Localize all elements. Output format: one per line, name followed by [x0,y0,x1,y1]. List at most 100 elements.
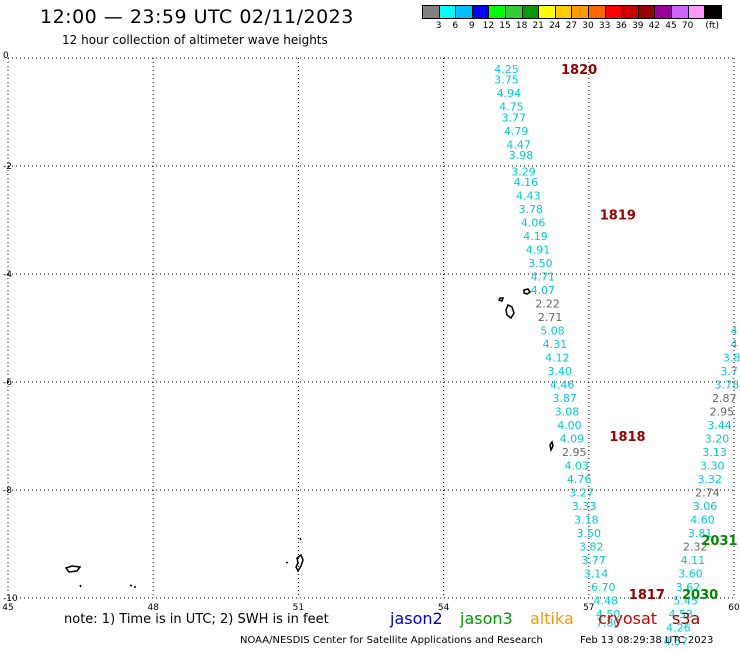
wave-height-label: 4.07 [531,284,556,297]
wave-height-label: 3.62 [676,581,701,594]
wave-height-label: 4.00 [557,419,582,432]
x-tick-label: 45 [2,603,13,613]
x-tick-label: 60 [728,603,740,613]
land-outline [295,537,304,573]
wave-height-label: 3.44 [707,419,732,432]
y-tick-label: -8 [3,486,12,496]
y-tick-label: -2 [3,162,12,172]
wave-height-label: 3.18 [574,514,599,527]
wave-height-label: 2.74 [695,487,720,500]
wave-height-label: 3.77 [581,554,606,567]
wave-height-label: 4.06 [521,217,546,230]
y-tick-label: -4 [3,270,12,280]
satellite-label-altika: altika [530,609,574,628]
wave-height-label: 5.08 [540,325,565,338]
legend-label: 39 [632,21,644,31]
wave-height-label: 4.26 [666,622,691,635]
wave-height-label: 3.82 [579,541,604,554]
wave-height-label: 7.80 [596,616,621,629]
wave-height-label: 3.98 [509,149,534,162]
wave-height-label: 4.71 [531,271,556,284]
legend-swatch [704,5,722,19]
pass-number-label: 1817 [629,588,665,603]
wave-height-label: 2.22 [535,298,560,311]
land-outline [285,561,289,564]
satellite-label-cryosat: cryosat [598,609,658,628]
legend-label: 36 [615,21,627,31]
legend-label: 24 [549,21,561,31]
x-tick-label: 54 [438,603,450,613]
wave-height-label: 4.19 [523,230,548,243]
wave-height-label: 4.43 [516,190,541,203]
x-tick-label: 57 [583,603,594,613]
wave-height-label: 3.77 [502,111,527,124]
wave-height-label: 5.45 [673,595,698,608]
wave-height-label: 4.53 [669,608,694,621]
wave-height-label: 3.14 [584,568,609,581]
land-outline [64,565,82,573]
land-outline [129,584,136,588]
wave-height-label: 3.7 [720,365,738,378]
wave-height-label: 4.50 [596,608,621,621]
wave-height-label: 3.06 [693,500,718,513]
pass-number-label: 1819 [600,209,636,224]
y-tick-label: 0 [3,51,9,61]
wave-height-label: 3.20 [705,433,730,446]
wave-height-label: 3.60 [678,568,703,581]
wave-height-label: 4.60 [690,514,715,527]
wave-height-label: 4.25 [494,63,519,76]
legend-label: 15 [499,21,511,31]
legend-label: 3 [435,21,442,31]
pass-number-label: 1820 [561,63,597,78]
legend-label: 42 [648,21,661,31]
legend-label: 21 [532,21,544,31]
legend-label: 6 [452,21,459,31]
footer-credit: NOAA/NESDIS Center for Satellite Applica… [240,635,543,646]
satellite-label-s3a: s3a [672,609,701,628]
wave-height-label: 4.91 [526,244,551,257]
wave-height-label: 3.30 [700,460,725,473]
y-tick-label: -10 [3,594,18,604]
chart-title: 12:00 — 23:59 UTC 02/11/2023 [40,6,354,28]
wave-height-label: 4.09 [560,433,585,446]
wave-height-label: 4 [731,325,738,338]
wave-height-label: 4.31 [543,338,568,351]
wave-height-label: 4.03 [564,460,589,473]
wave-height-label: 4.12 [545,352,570,365]
pass-number-label: 2030 [682,588,718,603]
legend-label: 27 [565,21,578,31]
wave-height-label: 3.87 [552,392,577,405]
wave-height-label: 4.47 [506,138,531,151]
wave-height-label: 4.16 [514,176,539,189]
wave-height-label: 2.71 [538,311,563,324]
wave-height-label: 3.75 [494,74,519,87]
footer-timestamp: Feb 13 08:29:38 UTC 2023 [580,635,714,646]
wave-height-label: 2.32 [683,541,708,554]
pass-number-label: 2031 [701,534,737,549]
note-text: note: 1) Time is in UTC; 2) SWH is in fe… [64,612,329,627]
wave-height-label: 3.29 [511,165,536,178]
wave-height-label: 4.11 [681,554,706,567]
legend-label: 33 [598,21,611,31]
satellite-label-jason2: jason2 [390,609,443,628]
wave-height-label: 3.78 [714,379,739,392]
wave-height-label: 3.27 [569,487,594,500]
color-legend [422,5,722,19]
wave-height-label: 3.08 [555,406,580,419]
legend-label: 12 [482,21,495,31]
legend-label: 18 [515,21,528,31]
wave-height-label: 3.33 [572,500,597,513]
wave-height-label: 2.87 [712,392,737,405]
land-outline [497,297,505,302]
wave-height-label: 4 [731,338,738,351]
wave-height-label: 3.50 [528,257,553,270]
wave-height-label: 3.40 [548,365,573,378]
legend-label: 45 [665,21,677,31]
wave-height-label: 3.81 [688,527,713,540]
wave-height-label: 4.94 [497,87,522,100]
wave-height-label: 4.79 [504,125,529,138]
wave-height-label: 3.50 [577,527,602,540]
wave-height-label: 6.70 [591,581,616,594]
wave-height-label: 4.76 [567,473,592,486]
x-tick-label: 48 [147,603,159,613]
